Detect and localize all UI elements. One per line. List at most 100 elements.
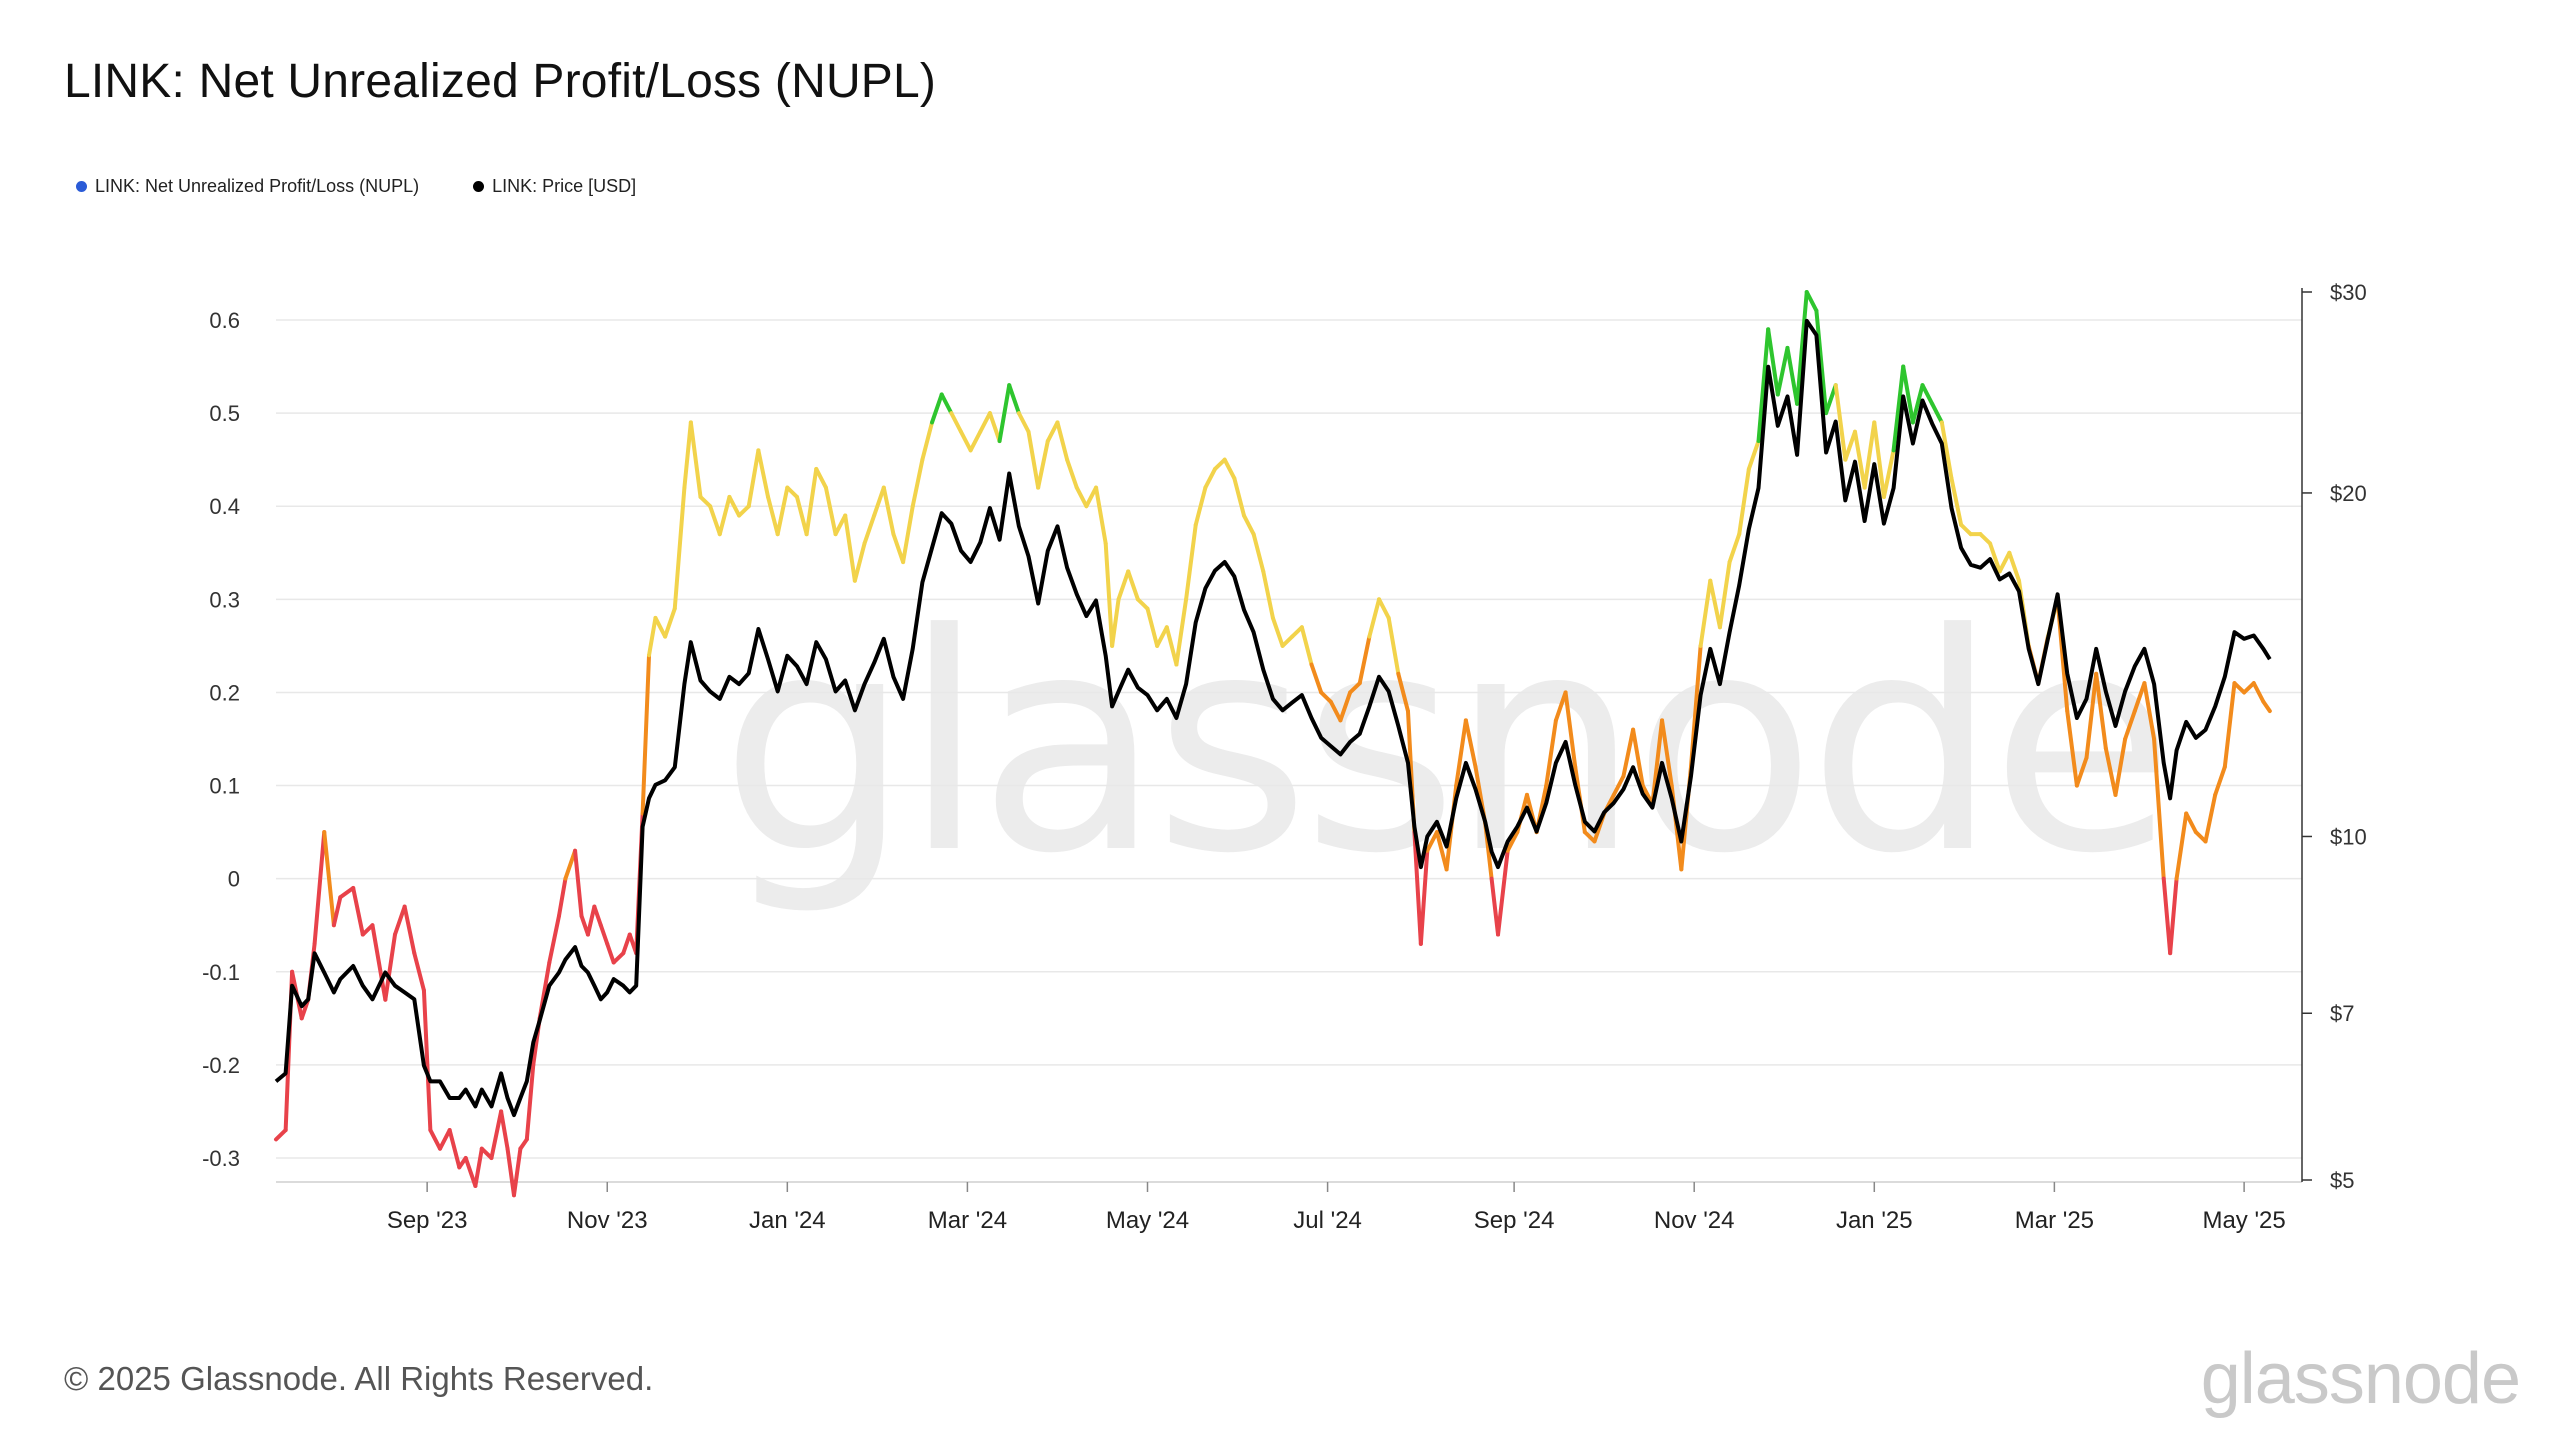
nupl-segment: [1045, 420, 1060, 444]
x-tick-label: Nov '24: [1654, 1207, 1735, 1234]
nupl-segment: [901, 504, 915, 565]
nupl-segment: [1708, 578, 1722, 630]
nupl-segment: [1016, 411, 1031, 434]
nupl-segment: [322, 830, 336, 928]
nupl-segment: [338, 885, 356, 900]
nupl-segment: [1920, 383, 1935, 406]
nupl-segment: [1553, 690, 1568, 723]
nupl-segment: [1852, 429, 1867, 490]
nupl-segment: [1319, 690, 1333, 704]
nupl-segment: [1872, 420, 1886, 499]
nupl-segment: [611, 951, 626, 965]
nupl-segment: [1621, 727, 1636, 779]
nupl-segment: [547, 913, 561, 965]
nupl-segment: [1026, 429, 1041, 490]
x-tick-label: Jan '25: [1836, 1207, 1913, 1234]
nupl-segment: [1251, 532, 1266, 574]
nupl-segment: [1660, 718, 1674, 788]
nupl-segment: [949, 411, 963, 434]
nupl-segment: [438, 1128, 452, 1151]
nupl-segment: [1126, 569, 1140, 602]
nupl-segment: [910, 457, 925, 509]
nupl-segment: [1222, 457, 1237, 481]
nupl-segment: [1814, 308, 1829, 416]
nupl-segment: [1241, 513, 1256, 537]
nupl-segment: [1766, 327, 1780, 397]
nupl-segment: [402, 904, 417, 956]
nupl-segment: [756, 448, 771, 499]
nupl-segment: [563, 848, 578, 881]
nupl-segment: [598, 923, 610, 946]
nupl-segment: [421, 988, 433, 1133]
legend-label-price: LINK: Price [USD]: [492, 176, 637, 196]
nupl-segment: [1631, 727, 1645, 788]
nupl-segment: [1505, 830, 1520, 853]
nupl-segment: [978, 411, 992, 434]
nupl-segment: [524, 1062, 536, 1142]
nupl-segment: [852, 541, 867, 583]
nupl-segment: [473, 1146, 484, 1188]
nupl-segment: [647, 615, 658, 658]
nupl-segment: [930, 392, 944, 425]
brand-logo: glassnode: [2200, 1339, 2521, 1419]
nupl-segment: [573, 848, 584, 918]
y-right-tick-label: $10: [2330, 824, 2367, 849]
y-left-tick-label: 0.2: [209, 680, 240, 705]
nupl-segment: [2174, 811, 2189, 881]
nupl-segment: [2142, 681, 2157, 741]
nupl-segment: [1901, 364, 1915, 425]
nupl-segment: [1348, 681, 1362, 695]
nupl-segment: [1174, 597, 1189, 667]
nupl-segment: [2213, 764, 2227, 797]
nupl-segment: [2261, 699, 2272, 714]
nupl-segment: [1055, 420, 1070, 462]
y-left-tick-label: 0.1: [209, 774, 240, 799]
legend: LINK: Net Unrealized Profit/Loss (NUPL) …: [76, 176, 636, 197]
nupl-segment: [621, 932, 632, 956]
nupl-segment: [1891, 364, 1906, 453]
label-layer: 0.6 0.5 0.4 0.3 0.2 0.1 0 -0.1 -0.2 -0.3 Sep '23 No…: [202, 280, 2367, 1234]
nupl-segment: [1299, 625, 1314, 667]
nupl-segment: [1881, 448, 1896, 499]
nupl-segment: [746, 448, 761, 509]
nupl-segment: [688, 420, 703, 499]
legend-dot-price: [473, 181, 485, 192]
nupl-segment: [274, 1128, 288, 1142]
nupl-segment: [987, 411, 1002, 444]
nupl-segment: [1843, 429, 1857, 462]
nupl-segment: [814, 466, 828, 490]
nupl-segment: [682, 420, 693, 490]
nupl-segment: [2222, 681, 2237, 769]
y-right-tick-label: $30: [2330, 280, 2367, 305]
nupl-segment: [1611, 774, 1626, 797]
nupl-segment: [592, 904, 603, 928]
legend-item-nupl[interactable]: LINK: Net Unrealized Profit/Loss (NUPL): [76, 176, 419, 197]
y-left-tick-label: 0: [228, 867, 240, 892]
nupl-segment: [1155, 625, 1169, 648]
nupl-segment: [1425, 830, 1439, 853]
nupl-segment: [653, 615, 668, 639]
nupl-segment: [872, 485, 886, 518]
nupl-segment: [1997, 550, 2012, 574]
nupl-segment: [640, 653, 652, 816]
nupl-segment: [1949, 476, 1964, 527]
nupl-segment: [1084, 485, 1099, 509]
nupl-segment: [2065, 709, 2079, 788]
nupl-segment: [2161, 876, 2173, 956]
nupl-segment: [862, 513, 877, 546]
nupl-segment: [2007, 550, 2022, 583]
nupl-segment: [1074, 485, 1089, 509]
y-right-tick-label: $20: [2330, 481, 2367, 506]
nupl-segment: [1135, 597, 1150, 611]
nupl-segment: [511, 1146, 523, 1198]
nupl-segment: [2152, 737, 2166, 881]
nupl-segment: [1785, 345, 1800, 406]
nupl-segment: [698, 494, 713, 509]
y-left-tick-label: 0.4: [209, 494, 240, 519]
nupl-segment: [1357, 634, 1372, 686]
x-tick-label: Mar '24: [928, 1207, 1007, 1234]
legend-item-price[interactable]: LINK: Price [USD]: [473, 176, 636, 197]
nupl-segment: [1203, 466, 1218, 490]
nupl-segment: [881, 485, 896, 537]
